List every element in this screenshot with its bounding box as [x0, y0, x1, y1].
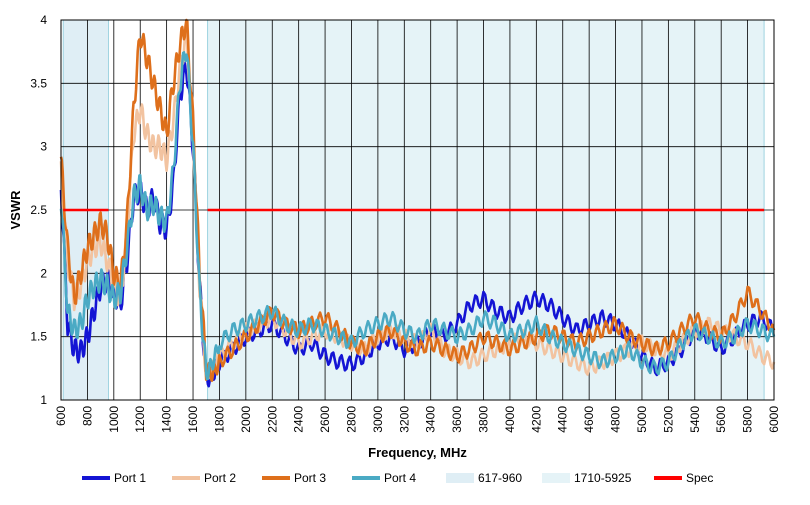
- legend-item-1710-5925: 1710-5925: [542, 471, 632, 485]
- legend-label: Spec: [686, 471, 713, 485]
- x-tick-label: 2200: [265, 406, 279, 433]
- x-tick-label: 1200: [133, 406, 147, 433]
- legend-label: Port 3: [294, 471, 326, 485]
- x-tick-label: 800: [80, 406, 94, 426]
- y-tick-label: 4: [40, 13, 47, 27]
- legend-item-spec: Spec: [654, 471, 713, 485]
- y-tick-label: 2.5: [30, 203, 47, 217]
- x-tick-label: 2800: [344, 406, 358, 433]
- series-line-port-3: [59, 18, 776, 382]
- x-tick-label: 6000: [767, 406, 781, 433]
- x-tick-label: 3200: [397, 406, 411, 433]
- x-tick-label: 4800: [609, 406, 623, 433]
- legend-label: Port 2: [204, 471, 236, 485]
- x-tick-label: 1000: [107, 406, 121, 433]
- x-tick-label: 4600: [582, 406, 596, 433]
- legend-item-port-3: Port 3: [262, 471, 326, 485]
- x-axis-title: Frequency, MHz: [368, 445, 467, 460]
- x-tick-label: 3800: [477, 406, 491, 433]
- plot-frame: [60, 19, 775, 401]
- legend-swatch: [542, 473, 570, 483]
- x-tick-label: 3400: [424, 406, 438, 433]
- legend-item-617-960: 617-960: [446, 471, 522, 485]
- x-tick-label: 3000: [371, 406, 385, 433]
- x-tick-label: 5600: [714, 406, 728, 433]
- x-tick-label: 5000: [635, 406, 649, 433]
- x-tick-label: 5200: [661, 406, 675, 433]
- x-tick-label: 1400: [160, 406, 174, 433]
- x-tick-label: 600: [54, 406, 68, 426]
- series-line-port-4: [59, 51, 776, 381]
- x-tick-label: 5800: [741, 406, 755, 433]
- x-tick-label: 3600: [450, 406, 464, 433]
- legend-label: Port 4: [384, 471, 416, 485]
- x-tick-label: 2600: [318, 406, 332, 433]
- legend-swatch: [446, 473, 474, 483]
- x-tick-label: 2400: [292, 406, 306, 433]
- x-tick-labels: 600 800 1000 1200 1400 1600 1800 2000 2200 2400 26…: [54, 406, 781, 433]
- x-tick-label: 4200: [529, 406, 543, 433]
- legend-label: 617-960: [478, 471, 522, 485]
- y-tick-label: 1: [40, 393, 47, 407]
- x-tick-label: 1600: [186, 406, 200, 433]
- y-tick-labels: 1 1.5 2 2.5 3 3.5 4: [30, 13, 47, 407]
- legend-label: 1710-5925: [574, 471, 632, 485]
- legend-item-port-4: Port 4: [352, 471, 416, 485]
- y-tick-label: 3: [40, 140, 47, 154]
- x-tick-label: 4000: [503, 406, 517, 433]
- x-tick-label: 2000: [239, 406, 253, 433]
- legend-label: Port 1: [114, 471, 146, 485]
- y-tick-label: 3.5: [30, 76, 47, 90]
- x-tick-label: 4400: [556, 406, 570, 433]
- x-tick-label: 5400: [688, 406, 702, 433]
- series-lines: [59, 18, 776, 388]
- x-tick-label: 1800: [212, 406, 226, 433]
- legend: Port 1 Port 2 Port 3 Port 4 617-960 1710-5925…: [82, 471, 713, 485]
- y-axis-title: VSWR: [8, 190, 23, 230]
- y-tick-label: 1.5: [30, 330, 47, 344]
- legend-item-port-2: Port 2: [172, 471, 236, 485]
- legend-item-port-1: Port 1: [82, 471, 146, 485]
- y-tick-label: 2: [40, 266, 47, 280]
